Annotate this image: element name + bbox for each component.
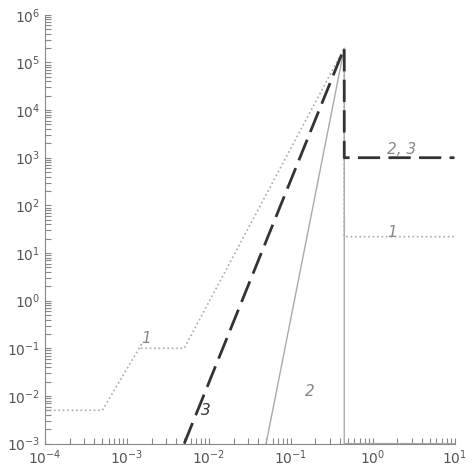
Text: 2: 2 (305, 384, 315, 399)
Text: 3: 3 (201, 403, 211, 418)
Text: 1: 1 (387, 225, 397, 240)
Text: 1: 1 (141, 331, 151, 346)
Text: 2, 3: 2, 3 (387, 142, 416, 157)
